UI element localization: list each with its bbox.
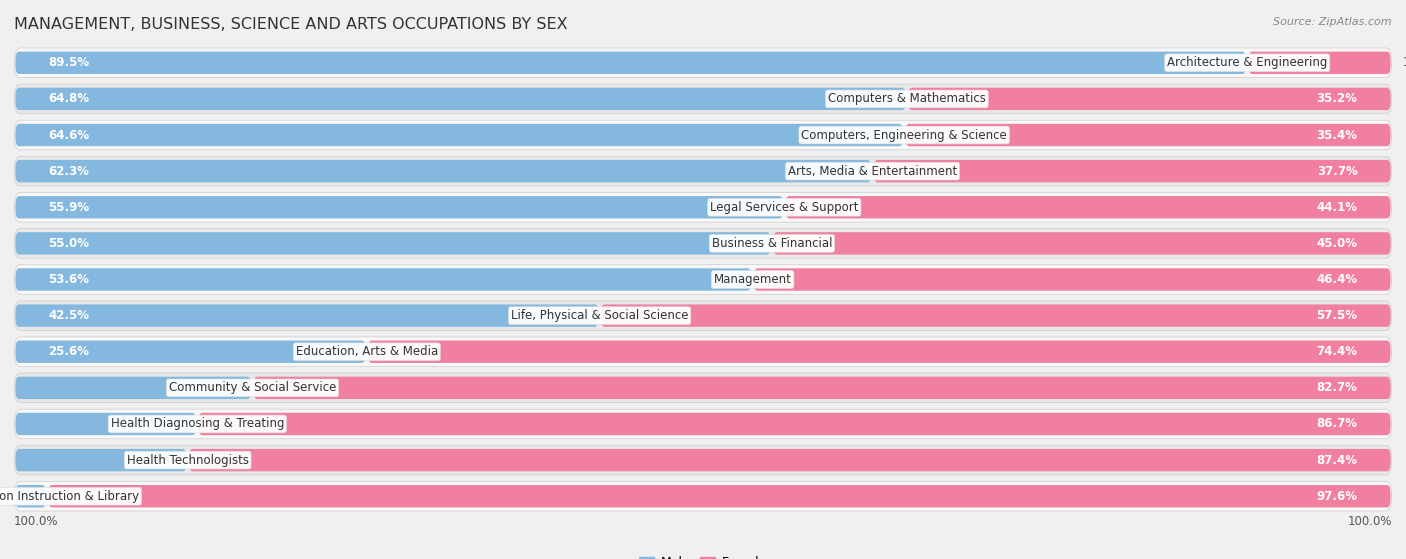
FancyBboxPatch shape xyxy=(15,377,252,399)
FancyBboxPatch shape xyxy=(368,340,1391,363)
FancyBboxPatch shape xyxy=(1249,51,1391,74)
FancyBboxPatch shape xyxy=(14,481,1392,511)
FancyBboxPatch shape xyxy=(14,301,1392,330)
Text: 12.6%: 12.6% xyxy=(139,453,177,467)
Text: Computers, Engineering & Science: Computers, Engineering & Science xyxy=(801,129,1007,141)
FancyBboxPatch shape xyxy=(14,84,1392,113)
Text: 55.9%: 55.9% xyxy=(48,201,90,214)
Text: Legal Services & Support: Legal Services & Support xyxy=(710,201,859,214)
Text: 82.7%: 82.7% xyxy=(1316,381,1358,394)
FancyBboxPatch shape xyxy=(14,337,1392,367)
Text: 2.4%: 2.4% xyxy=(6,490,37,503)
FancyBboxPatch shape xyxy=(15,88,905,110)
FancyBboxPatch shape xyxy=(786,196,1391,219)
FancyBboxPatch shape xyxy=(15,160,872,182)
Text: 17.3%: 17.3% xyxy=(204,381,242,394)
Text: Business & Financial: Business & Financial xyxy=(711,237,832,250)
Text: Education, Arts & Media: Education, Arts & Media xyxy=(295,345,437,358)
Text: 62.3%: 62.3% xyxy=(48,165,90,178)
Text: 35.2%: 35.2% xyxy=(1316,92,1358,106)
FancyBboxPatch shape xyxy=(15,268,751,291)
FancyBboxPatch shape xyxy=(908,88,1391,110)
Text: 87.4%: 87.4% xyxy=(1316,453,1358,467)
FancyBboxPatch shape xyxy=(15,124,903,146)
Text: 37.7%: 37.7% xyxy=(1317,165,1358,178)
Text: 64.8%: 64.8% xyxy=(48,92,90,106)
FancyBboxPatch shape xyxy=(15,340,366,363)
Text: 89.5%: 89.5% xyxy=(48,56,90,69)
Text: 97.6%: 97.6% xyxy=(1316,490,1358,503)
FancyBboxPatch shape xyxy=(15,413,195,435)
Text: Source: ZipAtlas.com: Source: ZipAtlas.com xyxy=(1274,17,1392,27)
FancyBboxPatch shape xyxy=(14,409,1392,439)
FancyBboxPatch shape xyxy=(15,305,599,327)
Text: 42.5%: 42.5% xyxy=(48,309,90,322)
Text: 55.0%: 55.0% xyxy=(48,237,90,250)
Text: 45.0%: 45.0% xyxy=(1316,237,1358,250)
FancyBboxPatch shape xyxy=(600,305,1391,327)
Text: 35.4%: 35.4% xyxy=(1316,129,1358,141)
FancyBboxPatch shape xyxy=(14,229,1392,258)
FancyBboxPatch shape xyxy=(14,265,1392,294)
Text: Health Technologists: Health Technologists xyxy=(127,453,249,467)
FancyBboxPatch shape xyxy=(14,48,1392,78)
Text: MANAGEMENT, BUSINESS, SCIENCE AND ARTS OCCUPATIONS BY SEX: MANAGEMENT, BUSINESS, SCIENCE AND ARTS O… xyxy=(14,17,568,32)
FancyBboxPatch shape xyxy=(14,373,1392,402)
FancyBboxPatch shape xyxy=(15,485,46,508)
Text: 100.0%: 100.0% xyxy=(1347,515,1392,528)
Text: Architecture & Engineering: Architecture & Engineering xyxy=(1167,56,1327,69)
FancyBboxPatch shape xyxy=(14,192,1392,222)
Text: Computers & Mathematics: Computers & Mathematics xyxy=(828,92,986,106)
FancyBboxPatch shape xyxy=(15,196,783,219)
Text: 46.4%: 46.4% xyxy=(1316,273,1358,286)
Text: 10.5%: 10.5% xyxy=(1403,56,1406,69)
FancyBboxPatch shape xyxy=(773,232,1391,254)
Text: 53.6%: 53.6% xyxy=(48,273,90,286)
FancyBboxPatch shape xyxy=(49,485,1391,508)
FancyBboxPatch shape xyxy=(254,377,1391,399)
FancyBboxPatch shape xyxy=(15,232,770,254)
Text: 44.1%: 44.1% xyxy=(1316,201,1358,214)
Text: 100.0%: 100.0% xyxy=(14,515,59,528)
Text: 64.6%: 64.6% xyxy=(48,129,90,141)
FancyBboxPatch shape xyxy=(15,449,186,471)
Text: Life, Physical & Social Science: Life, Physical & Social Science xyxy=(510,309,689,322)
Legend: Male, Female: Male, Female xyxy=(640,556,766,559)
Text: 13.3%: 13.3% xyxy=(149,418,186,430)
FancyBboxPatch shape xyxy=(14,157,1392,186)
FancyBboxPatch shape xyxy=(14,446,1392,475)
Text: Health Diagnosing & Treating: Health Diagnosing & Treating xyxy=(111,418,284,430)
Text: 25.6%: 25.6% xyxy=(48,345,90,358)
FancyBboxPatch shape xyxy=(188,449,1391,471)
FancyBboxPatch shape xyxy=(905,124,1391,146)
Text: Arts, Media & Entertainment: Arts, Media & Entertainment xyxy=(787,165,957,178)
FancyBboxPatch shape xyxy=(875,160,1391,182)
Text: Education Instruction & Library: Education Instruction & Library xyxy=(0,490,139,503)
Text: 57.5%: 57.5% xyxy=(1316,309,1358,322)
Text: Community & Social Service: Community & Social Service xyxy=(169,381,336,394)
Text: 74.4%: 74.4% xyxy=(1316,345,1358,358)
FancyBboxPatch shape xyxy=(15,51,1246,74)
FancyBboxPatch shape xyxy=(754,268,1391,291)
Text: Management: Management xyxy=(714,273,792,286)
FancyBboxPatch shape xyxy=(198,413,1391,435)
FancyBboxPatch shape xyxy=(14,120,1392,150)
Text: 86.7%: 86.7% xyxy=(1316,418,1358,430)
